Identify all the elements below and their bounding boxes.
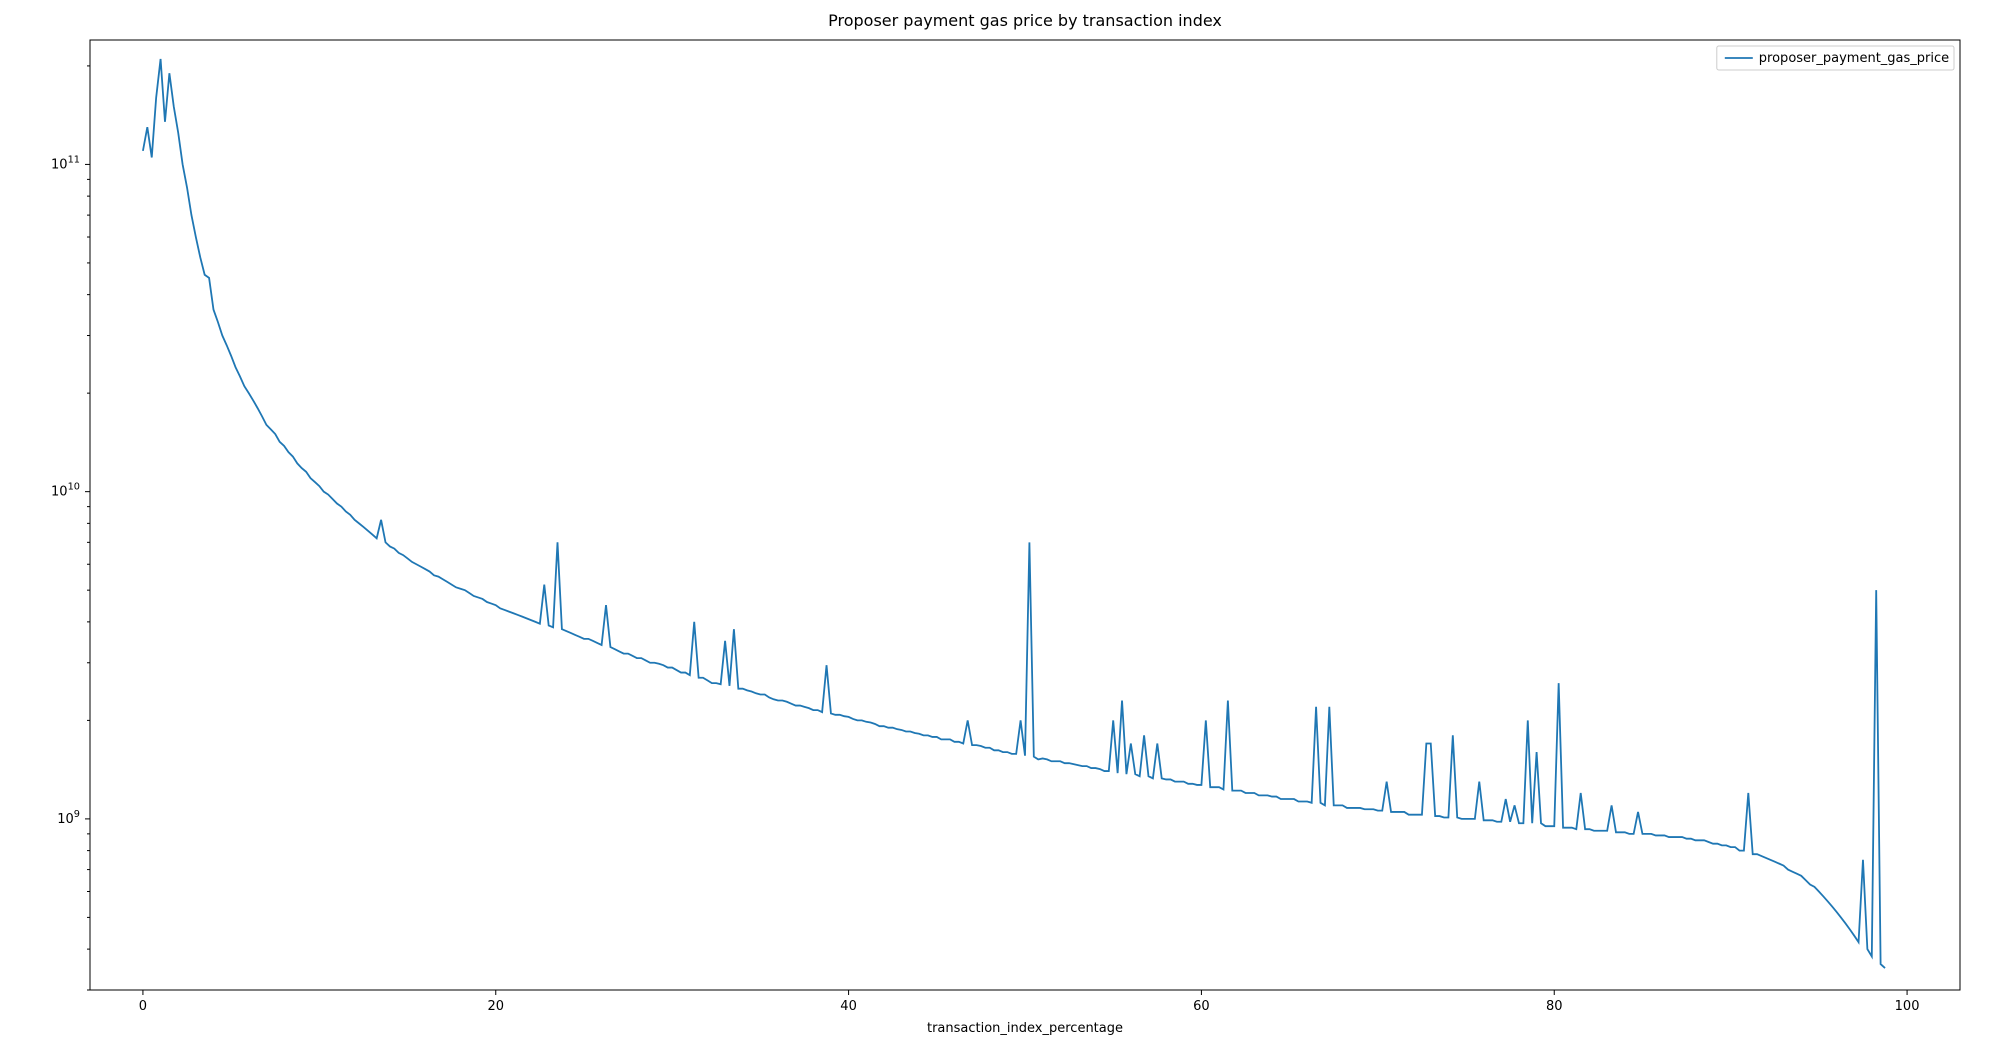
x-tick-label: 100 [1895,999,1920,1014]
x-tick-label: 60 [1193,999,1210,1014]
chart-title: Proposer payment gas price by transactio… [828,11,1222,30]
y-major-tick-label: 1010 [51,482,80,500]
series-line [143,59,1885,968]
x-tick-label: 0 [139,999,147,1014]
x-tick-label: 40 [840,999,857,1014]
x-tick-label: 20 [487,999,504,1014]
plot-frame [90,40,1960,990]
legend-label: proposer_payment_gas_price [1759,51,1949,66]
x-tick-label: 80 [1546,999,1563,1014]
x-axis-label: transaction_index_percentage [927,1021,1123,1036]
y-major-tick-label: 1011 [51,154,80,172]
chart-container: 0 20 40 60 80 100 109 1010 1011 Proposer payment … [0,0,2000,1061]
y-major-tick-label: 109 [57,809,80,827]
chart-svg: 0 20 40 60 80 100 109 1010 1011 Proposer payment … [0,0,2000,1061]
